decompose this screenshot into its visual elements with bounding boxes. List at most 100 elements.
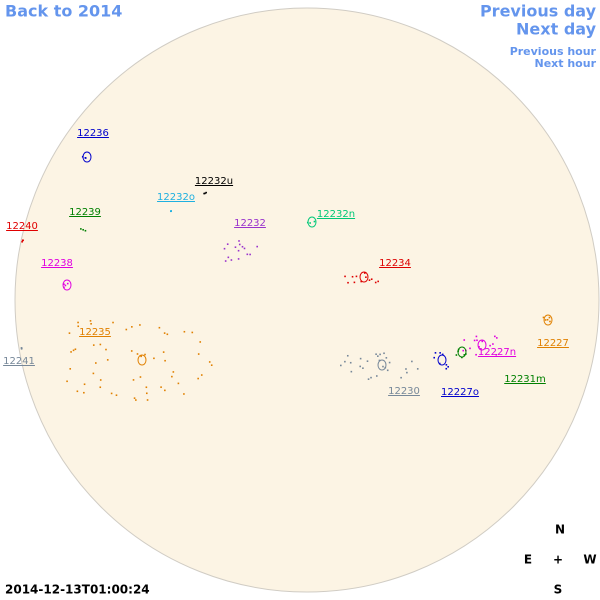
sunspot: [200, 374, 203, 376]
sunspot: [365, 276, 367, 279]
back-link[interactable]: Back to 2014: [5, 2, 122, 21]
solar-disk: [14, 7, 600, 593]
sunspot: [203, 192, 205, 195]
sunspot: [99, 379, 102, 381]
sunspot: [183, 393, 185, 395]
timestamp: 2014-12-13T01:00:24: [5, 583, 150, 597]
sunspot: [469, 347, 471, 350]
sunspot: [92, 344, 95, 346]
sunspot: [382, 365, 384, 368]
sunspot: [549, 320, 551, 323]
sunspot: [223, 247, 226, 250]
region-label[interactable]: 12230: [388, 386, 420, 397]
sunspot: [166, 333, 169, 336]
sunspot: [92, 372, 95, 375]
sunspot: [433, 356, 436, 359]
sunspot: [131, 326, 133, 328]
sunspot: [494, 335, 496, 338]
sunspot: [349, 361, 352, 364]
sunspot-umbra: [457, 346, 467, 358]
sunspot: [375, 375, 378, 377]
sunspot: [495, 353, 498, 356]
sunspot: [445, 364, 448, 366]
sunspot: [249, 253, 251, 256]
sunspot: [367, 378, 370, 380]
sunspot: [160, 386, 162, 388]
region-label[interactable]: 12241: [3, 356, 35, 367]
sunspot: [139, 376, 142, 378]
sunspot: [476, 339, 478, 342]
region-label[interactable]: 12236: [77, 128, 109, 139]
sunspot: [366, 360, 369, 362]
sunspot: [227, 256, 230, 259]
sunspot: [183, 330, 186, 333]
region-label[interactable]: 12240: [6, 221, 38, 232]
sunspot: [171, 375, 173, 378]
sunspot: [20, 348, 23, 350]
region-label[interactable]: 12232: [234, 218, 266, 229]
sunspot: [110, 392, 113, 395]
sunspot: [163, 332, 166, 334]
sunspot: [77, 325, 80, 328]
previous-hour-link[interactable]: Previous hour: [510, 45, 597, 58]
sunspot: [405, 368, 407, 370]
sunspot: [374, 281, 377, 284]
sunspot: [158, 326, 161, 329]
region-label[interactable]: 12232u: [195, 176, 233, 187]
sunspot: [66, 380, 68, 383]
region-label[interactable]: 12234: [379, 258, 411, 269]
sunspot: [204, 192, 206, 195]
sunspot: [359, 357, 362, 360]
sunspot: [447, 365, 449, 368]
sunspot: [370, 376, 372, 379]
region-label[interactable]: 12227o: [441, 387, 479, 398]
sunspot: [172, 371, 175, 373]
sunspot: [170, 210, 172, 212]
previous-day-link[interactable]: Previous day: [480, 2, 597, 21]
region-label[interactable]: 12232n: [317, 209, 355, 220]
sunspot: [76, 390, 79, 393]
region-label[interactable]: 12238: [41, 258, 73, 269]
region-label[interactable]: 12227: [537, 338, 569, 349]
compass-east: E: [524, 553, 532, 567]
sunspot: [130, 350, 133, 352]
compass-north: N: [555, 523, 565, 537]
sunspot: [350, 370, 353, 373]
sunspot: [463, 339, 466, 341]
sunspot: [89, 320, 92, 322]
sunspot: [199, 341, 202, 343]
sunspot: [106, 359, 109, 361]
region-label[interactable]: 12232o: [157, 192, 195, 203]
sunspot-umbra: [543, 314, 553, 326]
sunspot: [377, 355, 379, 357]
sunspot: [359, 365, 362, 368]
sunspot: [21, 240, 23, 243]
sunspot: [360, 280, 363, 283]
sunspot: [80, 228, 82, 230]
sunspot: [72, 349, 75, 352]
sunspot: [344, 360, 346, 363]
region-label[interactable]: 12227n: [478, 347, 516, 358]
next-day-link[interactable]: Next day: [516, 20, 597, 39]
sunspot: [489, 344, 491, 347]
sunspot: [145, 392, 148, 395]
sunspot: [377, 280, 379, 283]
sunspot: [64, 284, 67, 287]
sunspot: [309, 222, 311, 224]
sunspot: [237, 249, 240, 252]
sunspot: [77, 321, 79, 324]
region-label[interactable]: 12231m: [504, 374, 546, 385]
next-hour-link[interactable]: Next hour: [535, 57, 597, 70]
sunspot-umbra: [359, 271, 369, 283]
sunspot: [162, 351, 165, 353]
region-label[interactable]: 12239: [69, 207, 101, 218]
sunspot: [83, 383, 86, 386]
sunspot: [224, 260, 227, 262]
sunspot: [375, 353, 377, 356]
sunspot: [74, 348, 77, 351]
sunspot: [546, 318, 549, 321]
sunspot: [475, 353, 477, 356]
region-label[interactable]: 12235: [79, 327, 111, 338]
sunspot: [351, 275, 354, 278]
